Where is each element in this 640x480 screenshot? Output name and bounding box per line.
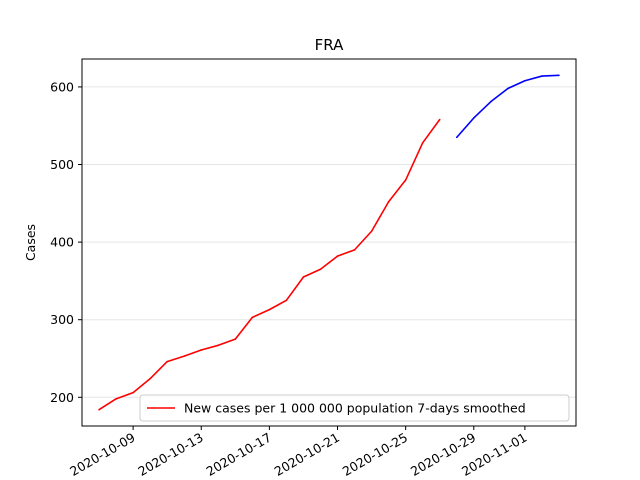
data-point [507,87,509,90]
series-group [98,74,560,411]
data-point [336,255,339,257]
data-point [268,308,271,311]
data-point [558,74,560,77]
data-point [455,136,458,139]
y-tick-label: 400 [50,235,74,250]
data-point [387,200,390,203]
data-point [149,377,151,380]
data-point [200,349,203,351]
data-point [319,268,322,271]
data-point [404,179,407,181]
data-point [490,100,492,103]
data-point [98,408,100,411]
data-point [166,360,168,363]
data-point [438,118,441,121]
data-point [217,344,220,347]
data-point [115,398,117,400]
data-point [370,230,373,233]
y-axis: 200 300 400 500 600 [50,79,82,405]
data-point [541,75,543,77]
legend: New cases per 1 000 000 population 7-day… [139,394,570,422]
y-tick-label: 600 [50,79,74,94]
data-point [421,141,424,144]
y-tick-label: 200 [50,390,74,405]
data-point [302,276,305,278]
data-point [285,299,288,302]
data-point [353,249,356,251]
y-tick-label: 300 [50,312,74,327]
data-point [251,316,254,319]
legend-label: New cases per 1 000 000 population 7-day… [184,401,526,416]
data-point [132,391,134,394]
legend-box [139,394,570,422]
data-point [234,338,237,340]
data-point [183,355,186,357]
data-point [472,117,475,119]
y-tick-label: 500 [50,157,74,172]
y-axis-label: Cases [23,224,38,261]
data-point [524,79,526,82]
chart-title: FRA [315,36,344,54]
